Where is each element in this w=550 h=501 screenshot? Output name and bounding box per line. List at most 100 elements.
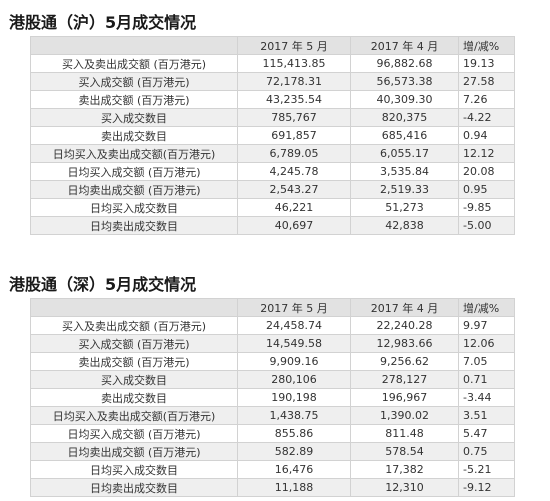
header-metric <box>30 298 238 317</box>
row-label: 买入成交额 (百万港元) <box>30 334 238 353</box>
row-label: 卖出成交额 (百万港元) <box>30 352 238 371</box>
cell-change-pct: -5.21 <box>458 460 515 479</box>
cell-apr-2017: 51,273 <box>350 198 459 217</box>
cell-may-2017: 1,438.75 <box>237 406 351 425</box>
table-row: 买入成交数目 785,767 820,375 -4.22 <box>30 108 515 127</box>
table-row: 日均买入成交数目 16,476 17,382 -5.21 <box>30 460 515 479</box>
cell-change-pct: 7.05 <box>458 352 515 371</box>
cell-may-2017: 9,909.16 <box>237 352 351 371</box>
row-label: 买入成交数目 <box>30 370 238 389</box>
cell-apr-2017: 56,573.38 <box>350 72 459 91</box>
row-label: 日均买入及卖出成交额(百万港元) <box>30 144 238 163</box>
cell-apr-2017: 811.48 <box>350 424 459 443</box>
table-header-row: 2017 年 5 月 2017 年 4 月 增/减% <box>30 36 515 55</box>
table-row: 买入及卖出成交额 (百万港元) 115,413.85 96,882.68 19.13 <box>30 54 515 73</box>
cell-apr-2017: 820,375 <box>350 108 459 127</box>
cell-apr-2017: 96,882.68 <box>350 54 459 73</box>
row-label: 买入成交额 (百万港元) <box>30 72 238 91</box>
row-label: 日均买入成交数目 <box>30 198 238 217</box>
cell-may-2017: 691,857 <box>237 126 351 145</box>
cell-may-2017: 14,549.58 <box>237 334 351 353</box>
row-label: 日均买入成交数目 <box>30 460 238 479</box>
row-label: 卖出成交数目 <box>30 388 238 407</box>
cell-may-2017: 190,198 <box>237 388 351 407</box>
cell-apr-2017: 22,240.28 <box>350 316 459 335</box>
cell-change-pct: 5.47 <box>458 424 515 443</box>
cell-change-pct: 27.58 <box>458 72 515 91</box>
header-change-pct: 增/减% <box>458 298 515 317</box>
cell-may-2017: 6,789.05 <box>237 144 351 163</box>
cell-change-pct: 0.71 <box>458 370 515 389</box>
cell-apr-2017: 1,390.02 <box>350 406 459 425</box>
cell-apr-2017: 2,519.33 <box>350 180 459 199</box>
table-row: 卖出成交额 (百万港元) 43,235.54 40,309.30 7.26 <box>30 90 515 109</box>
cell-change-pct: -5.00 <box>458 216 515 235</box>
cell-apr-2017: 278,127 <box>350 370 459 389</box>
cell-apr-2017: 196,967 <box>350 388 459 407</box>
cell-may-2017: 40,697 <box>237 216 351 235</box>
cell-apr-2017: 42,838 <box>350 216 459 235</box>
cell-change-pct: 20.08 <box>458 162 515 181</box>
row-label: 买入成交数目 <box>30 108 238 127</box>
table-row: 日均卖出成交数目 40,697 42,838 -5.00 <box>30 216 515 235</box>
cell-apr-2017: 685,416 <box>350 126 459 145</box>
row-label: 日均买入及卖出成交额(百万港元) <box>30 406 238 425</box>
cell-may-2017: 582.89 <box>237 442 351 461</box>
row-label: 日均卖出成交数目 <box>30 216 238 235</box>
table-row: 日均买入成交额 (百万港元) 855.86 811.48 5.47 <box>30 424 515 443</box>
row-label: 买入及卖出成交额 (百万港元) <box>30 54 238 73</box>
table-row: 日均买入及卖出成交额(百万港元) 6,789.05 6,055.17 12.12 <box>30 144 515 163</box>
cell-may-2017: 43,235.54 <box>237 90 351 109</box>
header-metric <box>30 36 238 55</box>
header-change-pct: 增/减% <box>458 36 515 55</box>
cell-change-pct: 0.95 <box>458 180 515 199</box>
cell-may-2017: 46,221 <box>237 198 351 217</box>
row-label: 日均买入成交额 (百万港元) <box>30 424 238 443</box>
cell-may-2017: 2,543.27 <box>237 180 351 199</box>
section-title: 港股通（深）5月成交情况 <box>9 275 197 294</box>
table-row: 日均买入及卖出成交额(百万港元) 1,438.75 1,390.02 3.51 <box>30 406 515 425</box>
table-row: 日均卖出成交额 (百万港元) 2,543.27 2,519.33 0.95 <box>30 180 515 199</box>
table-row: 买入及卖出成交额 (百万港元) 24,458.74 22,240.28 9.97 <box>30 316 515 335</box>
cell-change-pct: 12.06 <box>458 334 515 353</box>
cell-apr-2017: 12,310 <box>350 478 459 497</box>
cell-may-2017: 16,476 <box>237 460 351 479</box>
cell-may-2017: 4,245.78 <box>237 162 351 181</box>
table-row: 日均卖出成交数目 11,188 12,310 -9.12 <box>30 478 515 497</box>
cell-may-2017: 855.86 <box>237 424 351 443</box>
table-row: 卖出成交数目 190,198 196,967 -3.44 <box>30 388 515 407</box>
cell-change-pct: -9.85 <box>458 198 515 217</box>
table-body: 买入及卖出成交额 (百万港元) 24,458.74 22,240.28 9.97 买入成… <box>30 316 515 497</box>
table-body: 买入及卖出成交额 (百万港元) 115,413.85 96,882.68 19.13 买… <box>30 54 515 235</box>
cell-change-pct: 0.75 <box>458 442 515 461</box>
cell-may-2017: 280,106 <box>237 370 351 389</box>
cell-change-pct: -3.44 <box>458 388 515 407</box>
table-row: 买入成交额 (百万港元) 72,178.31 56,573.38 27.58 <box>30 72 515 91</box>
cell-apr-2017: 17,382 <box>350 460 459 479</box>
table-row: 日均买入成交额 (百万港元) 4,245.78 3,535.84 20.08 <box>30 162 515 181</box>
cell-change-pct: 12.12 <box>458 144 515 163</box>
row-label: 买入及卖出成交额 (百万港元) <box>30 316 238 335</box>
row-label: 卖出成交额 (百万港元) <box>30 90 238 109</box>
table-row: 买入成交数目 280,106 278,127 0.71 <box>30 370 515 389</box>
row-label: 日均卖出成交额 (百万港元) <box>30 442 238 461</box>
turnover-table: 2017 年 5 月 2017 年 4 月 增/减% 买入及卖出成交额 (百万港… <box>30 36 515 235</box>
cell-may-2017: 115,413.85 <box>237 54 351 73</box>
cell-change-pct: -4.22 <box>458 108 515 127</box>
row-label: 日均买入成交额 (百万港元) <box>30 162 238 181</box>
table-row: 卖出成交数目 691,857 685,416 0.94 <box>30 126 515 145</box>
cell-may-2017: 785,767 <box>237 108 351 127</box>
header-apr-2017: 2017 年 4 月 <box>350 298 459 317</box>
cell-apr-2017: 3,535.84 <box>350 162 459 181</box>
cell-apr-2017: 12,983.66 <box>350 334 459 353</box>
table-row: 卖出成交额 (百万港元) 9,909.16 9,256.62 7.05 <box>30 352 515 371</box>
cell-change-pct: 3.51 <box>458 406 515 425</box>
row-label: 日均卖出成交数目 <box>30 478 238 497</box>
header-may-2017: 2017 年 5 月 <box>237 298 351 317</box>
row-label: 卖出成交数目 <box>30 126 238 145</box>
section-title: 港股通（沪）5月成交情况 <box>9 13 197 32</box>
cell-may-2017: 72,178.31 <box>237 72 351 91</box>
table-row: 日均买入成交数目 46,221 51,273 -9.85 <box>30 198 515 217</box>
cell-apr-2017: 578.54 <box>350 442 459 461</box>
cell-change-pct: -9.12 <box>458 478 515 497</box>
